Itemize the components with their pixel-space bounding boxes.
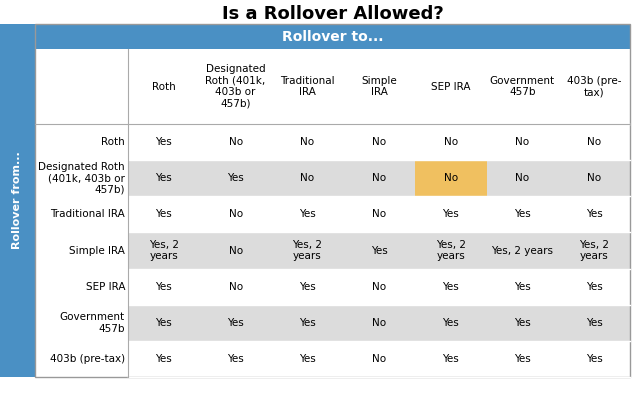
Bar (128, 341, 630, 377)
Text: No: No (229, 137, 243, 147)
Text: Yes: Yes (155, 137, 173, 147)
Text: Yes: Yes (514, 354, 531, 364)
Text: Yes: Yes (586, 318, 602, 328)
Text: Yes: Yes (442, 354, 459, 364)
Text: Rollover to...: Rollover to... (282, 29, 383, 44)
Bar (415, 160, 487, 196)
Text: Government
457b: Government 457b (490, 76, 555, 97)
Text: Government
457b: Government 457b (60, 312, 125, 334)
Bar (128, 160, 630, 196)
Text: No: No (444, 137, 458, 147)
Bar (35, 124, 128, 377)
Text: No: No (372, 354, 386, 364)
Bar (128, 233, 630, 269)
Text: Yes: Yes (370, 246, 387, 256)
Bar (35, 24, 630, 49)
Text: Designated
Roth (401k,
403b or
457b): Designated Roth (401k, 403b or 457b) (205, 64, 265, 109)
Text: Yes: Yes (155, 354, 173, 364)
Text: Simple IRA: Simple IRA (69, 246, 125, 256)
Text: Roth: Roth (101, 137, 125, 147)
Bar (128, 305, 630, 341)
Text: Designated Roth
(401k, 403b or
457b): Designated Roth (401k, 403b or 457b) (39, 162, 125, 195)
Text: Yes: Yes (442, 210, 459, 220)
Text: Yes: Yes (514, 210, 531, 220)
Text: Yes: Yes (586, 354, 602, 364)
Text: Yes: Yes (227, 173, 244, 183)
Text: Yes, 2
years: Yes, 2 years (292, 240, 322, 261)
Text: No: No (300, 173, 314, 183)
Text: Yes: Yes (514, 318, 531, 328)
Text: No: No (372, 210, 386, 220)
Bar (0, 24, 35, 377)
Text: SEP IRA: SEP IRA (431, 82, 470, 91)
Text: Yes: Yes (227, 318, 244, 328)
Text: No: No (229, 246, 243, 256)
Text: No: No (229, 282, 243, 292)
Text: Roth: Roth (152, 82, 176, 91)
Text: Yes, 2
years: Yes, 2 years (579, 240, 609, 261)
Text: Traditional
IRA: Traditional IRA (280, 76, 334, 97)
Text: Yes: Yes (227, 354, 244, 364)
Text: Yes: Yes (155, 318, 173, 328)
Text: Yes: Yes (299, 354, 315, 364)
Text: No: No (515, 173, 530, 183)
Text: 403b (pre-
tax): 403b (pre- tax) (567, 76, 621, 97)
Text: Yes: Yes (155, 173, 173, 183)
Text: SEP IRA: SEP IRA (85, 282, 125, 292)
Text: No: No (372, 137, 386, 147)
Text: Yes: Yes (514, 282, 531, 292)
Text: Yes: Yes (442, 318, 459, 328)
Text: No: No (587, 173, 601, 183)
Text: No: No (587, 137, 601, 147)
Text: Yes: Yes (442, 282, 459, 292)
Text: Yes, 2 years: Yes, 2 years (492, 246, 554, 256)
Text: Yes: Yes (299, 318, 315, 328)
Text: Rollover from...: Rollover from... (13, 152, 23, 249)
Text: No: No (229, 210, 243, 220)
Text: Yes: Yes (155, 210, 173, 220)
Bar (35, 24, 630, 377)
Bar (35, 49, 630, 124)
Text: No: No (515, 137, 530, 147)
Text: Yes: Yes (586, 282, 602, 292)
Text: No: No (444, 173, 458, 183)
Text: No: No (300, 137, 314, 147)
Text: Yes: Yes (299, 210, 315, 220)
Bar (128, 196, 630, 233)
Text: Yes: Yes (586, 210, 602, 220)
Text: Yes, 2
years: Yes, 2 years (435, 240, 466, 261)
Text: No: No (372, 318, 386, 328)
Bar (128, 269, 630, 305)
Bar (128, 124, 630, 160)
Text: Yes: Yes (299, 282, 315, 292)
Text: 403b (pre-tax): 403b (pre-tax) (50, 354, 125, 364)
Text: No: No (372, 282, 386, 292)
Text: Yes: Yes (155, 282, 173, 292)
Text: Yes, 2
years: Yes, 2 years (149, 240, 179, 261)
Text: Traditional IRA: Traditional IRA (51, 210, 125, 220)
Text: Simple
IRA: Simple IRA (361, 76, 397, 97)
Text: Is a Rollover Allowed?: Is a Rollover Allowed? (222, 5, 444, 23)
Text: No: No (372, 173, 386, 183)
